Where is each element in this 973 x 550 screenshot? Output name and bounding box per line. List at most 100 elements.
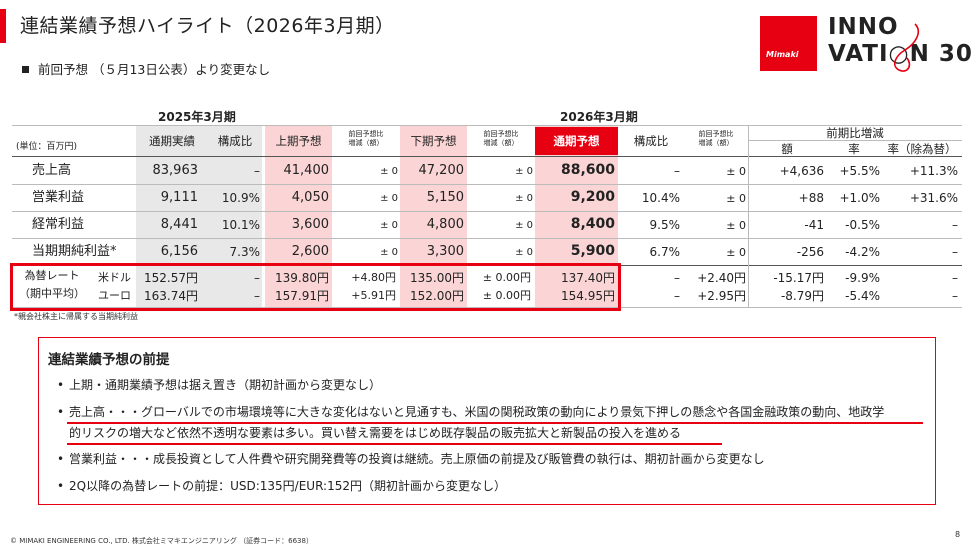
fx-ratio: – — [254, 289, 260, 303]
cell-h2: 3,300 — [426, 244, 464, 259]
cell-h1: 3,600 — [291, 217, 329, 232]
rule-row3 — [12, 238, 962, 239]
cell-ratio: 10.1% — [221, 218, 260, 232]
cell-yoy-rate: +1.0% — [839, 191, 880, 205]
fx-actual: 152.57円 — [144, 271, 198, 285]
fx-currency: ユーロ — [98, 289, 131, 302]
cell-h1-diff: ± 0 — [380, 247, 398, 258]
fx-yoy-rate-ex: – — [952, 271, 958, 285]
fx-full: 154.95円 — [561, 289, 615, 303]
premise-bullet-text: 営業利益・・・成長投資として人件費や研究開発費等の投資は継続。売上原価の前提及び… — [69, 452, 765, 466]
cell-h2-diff: ± 0 — [515, 193, 533, 204]
hdr-actual: 通期実績 — [149, 134, 195, 148]
hdr-full: 通期予想 — [553, 134, 600, 148]
fx-full-diff: +2.40円 — [697, 271, 746, 285]
hdr-h1-diff-line1: 前回予想比 — [348, 130, 384, 138]
cell-actual: 83,963 — [152, 163, 199, 178]
year-header-curr: 2026年3月期 — [560, 110, 638, 124]
row-label: 売上高 — [32, 163, 72, 178]
fx-h2-diff: ± 0.00円 — [482, 271, 531, 284]
fx-highlight-box — [10, 263, 621, 311]
rule-row2 — [12, 211, 962, 212]
cell-yoy-rate: -0.5% — [845, 218, 880, 232]
hdr-ratio: 構成比 — [217, 134, 253, 148]
footnote: *親会社株主に帰属する当期純利益 — [14, 312, 138, 321]
cell-h1-diff: ± 0 — [380, 166, 398, 177]
subtitle: 前回予想 （５月13日公表）より変更なし — [22, 59, 270, 78]
col-bg-full — [535, 125, 618, 307]
fx-full-diff: +2.95円 — [697, 289, 746, 303]
hdr-rate: 率 — [848, 142, 860, 156]
page-title: 連結業績予想ハイライト（2026年3月期） — [20, 15, 395, 37]
premise-bullet-text: 2Q以降の為替レートの前提：USD:135円/EUR:152円（期初計画から変更… — [69, 479, 506, 493]
red-underline — [67, 422, 923, 424]
fx-yoy-rate: -5.4% — [845, 289, 880, 303]
fx-yoy-amount: -15.17円 — [773, 271, 824, 285]
cell-full: 9,200 — [570, 189, 615, 205]
infinity-swoosh-icon — [893, 23, 920, 72]
cell-actual: 6,156 — [160, 244, 198, 259]
cell-h1: 4,050 — [291, 190, 329, 205]
cell-ratio2: – — [674, 164, 680, 178]
row-label: 営業利益 — [32, 190, 85, 205]
hdr-h2-diff-line2: 増減（額） — [483, 139, 519, 147]
premise-bullet-cont: 的リスクの増大など依然不透明な要素は多い。買い替え需要をはじめ既存製品の販売拡大… — [69, 426, 682, 440]
hdr-h2: 下期予想 — [410, 134, 457, 148]
unit-label: (単位：百万円) — [16, 142, 78, 152]
fx-ratio2: – — [674, 289, 680, 303]
fx-h2: 152.00円 — [410, 289, 464, 303]
rule-header — [12, 156, 962, 157]
hdr-yoy: 前期比増減 — [826, 126, 884, 140]
innovation-logo-line1: INNO — [828, 14, 899, 40]
hdr-full-diff: 前回予想比 増減（額） — [684, 130, 748, 148]
copyright: © MIMAKI ENGINEERING CO., LTD. 株式会社ミマキエン… — [10, 537, 313, 545]
col-header-full-bg — [535, 127, 618, 155]
cell-full-diff: ± 0 — [726, 219, 746, 232]
cell-yoy-amount: +4,636 — [779, 164, 824, 178]
hdr-h2-diff-line1: 前回予想比 — [483, 130, 519, 138]
cell-full: 88,600 — [560, 162, 615, 178]
cell-h2: 5,150 — [426, 190, 464, 205]
cell-full-diff: ± 0 — [726, 246, 746, 259]
cell-h1: 2,600 — [291, 244, 329, 259]
cell-h1-diff: ± 0 — [380, 193, 398, 204]
hdr-h2-diff: 前回予想比 増減（額） — [467, 130, 535, 148]
cell-yoy-rate: +5.5% — [839, 164, 880, 178]
rule-top — [12, 125, 962, 126]
cell-full: 8,400 — [570, 216, 615, 232]
square-bullet-icon — [22, 66, 29, 73]
premise-bullet-text: 売上高・・・グローバルでの市場環境等に大きな変化はないと見通すも、米国の関税政策… — [69, 405, 885, 419]
innovation-logo-line2-text: VATI — [828, 41, 889, 67]
cell-ratio: – — [254, 164, 260, 178]
cell-h2: 4,800 — [426, 217, 464, 232]
cell-actual: 9,111 — [160, 190, 198, 205]
row-label: 当期期純利益* — [32, 244, 117, 259]
col-bg-ratio — [208, 125, 262, 307]
red-underline — [67, 443, 722, 445]
innovation-logo-number: 30 — [938, 41, 973, 67]
hdr-full-diff-line1: 前回予想比 — [698, 130, 734, 138]
cell-yoy-amount: +88 — [798, 191, 824, 205]
cell-full-diff: ± 0 — [726, 165, 746, 178]
premise-box: 連結業績予想の前提 • 上期・通期業績予想は据え置き（期初計画から変更なし） • 売… — [38, 337, 936, 505]
cell-actual: 8,441 — [160, 217, 198, 232]
hdr-h1-diff-line2: 増減（額） — [348, 139, 384, 147]
cell-h2-diff: ± 0 — [515, 220, 533, 231]
fx-ratio2: – — [674, 271, 680, 285]
rule-bottom — [12, 307, 962, 308]
subtitle-text: 前回予想 （５月13日公表）より変更なし — [38, 62, 271, 77]
hdr-rate-ex: 率（除為替） — [887, 142, 957, 156]
innovation-logo-line2: VATI○N 30 — [828, 41, 973, 67]
premise-bullet: • 上期・通期業績予想は据え置き（期初計画から変更なし） — [57, 377, 381, 393]
fx-label-sub: （期中平均） — [19, 287, 85, 300]
fx-full: 137.40円 — [561, 271, 615, 285]
cell-yoy-amount: -256 — [796, 245, 824, 259]
cell-ratio2: 9.5% — [649, 218, 681, 232]
premise-bullet: • 2Q以降の為替レートの前提：USD:135円/EUR:152円（期初計画から変… — [57, 478, 506, 494]
cell-h2-diff: ± 0 — [515, 166, 533, 177]
fx-h2: 135.00円 — [410, 271, 464, 285]
mimaki-logo-text: Mimaki — [766, 50, 799, 59]
fx-label: 為替レート — [24, 269, 80, 282]
rule-row1 — [12, 184, 962, 185]
premise-bullet-text: 上期・通期業績予想は据え置き（期初計画から変更なし） — [69, 378, 382, 392]
